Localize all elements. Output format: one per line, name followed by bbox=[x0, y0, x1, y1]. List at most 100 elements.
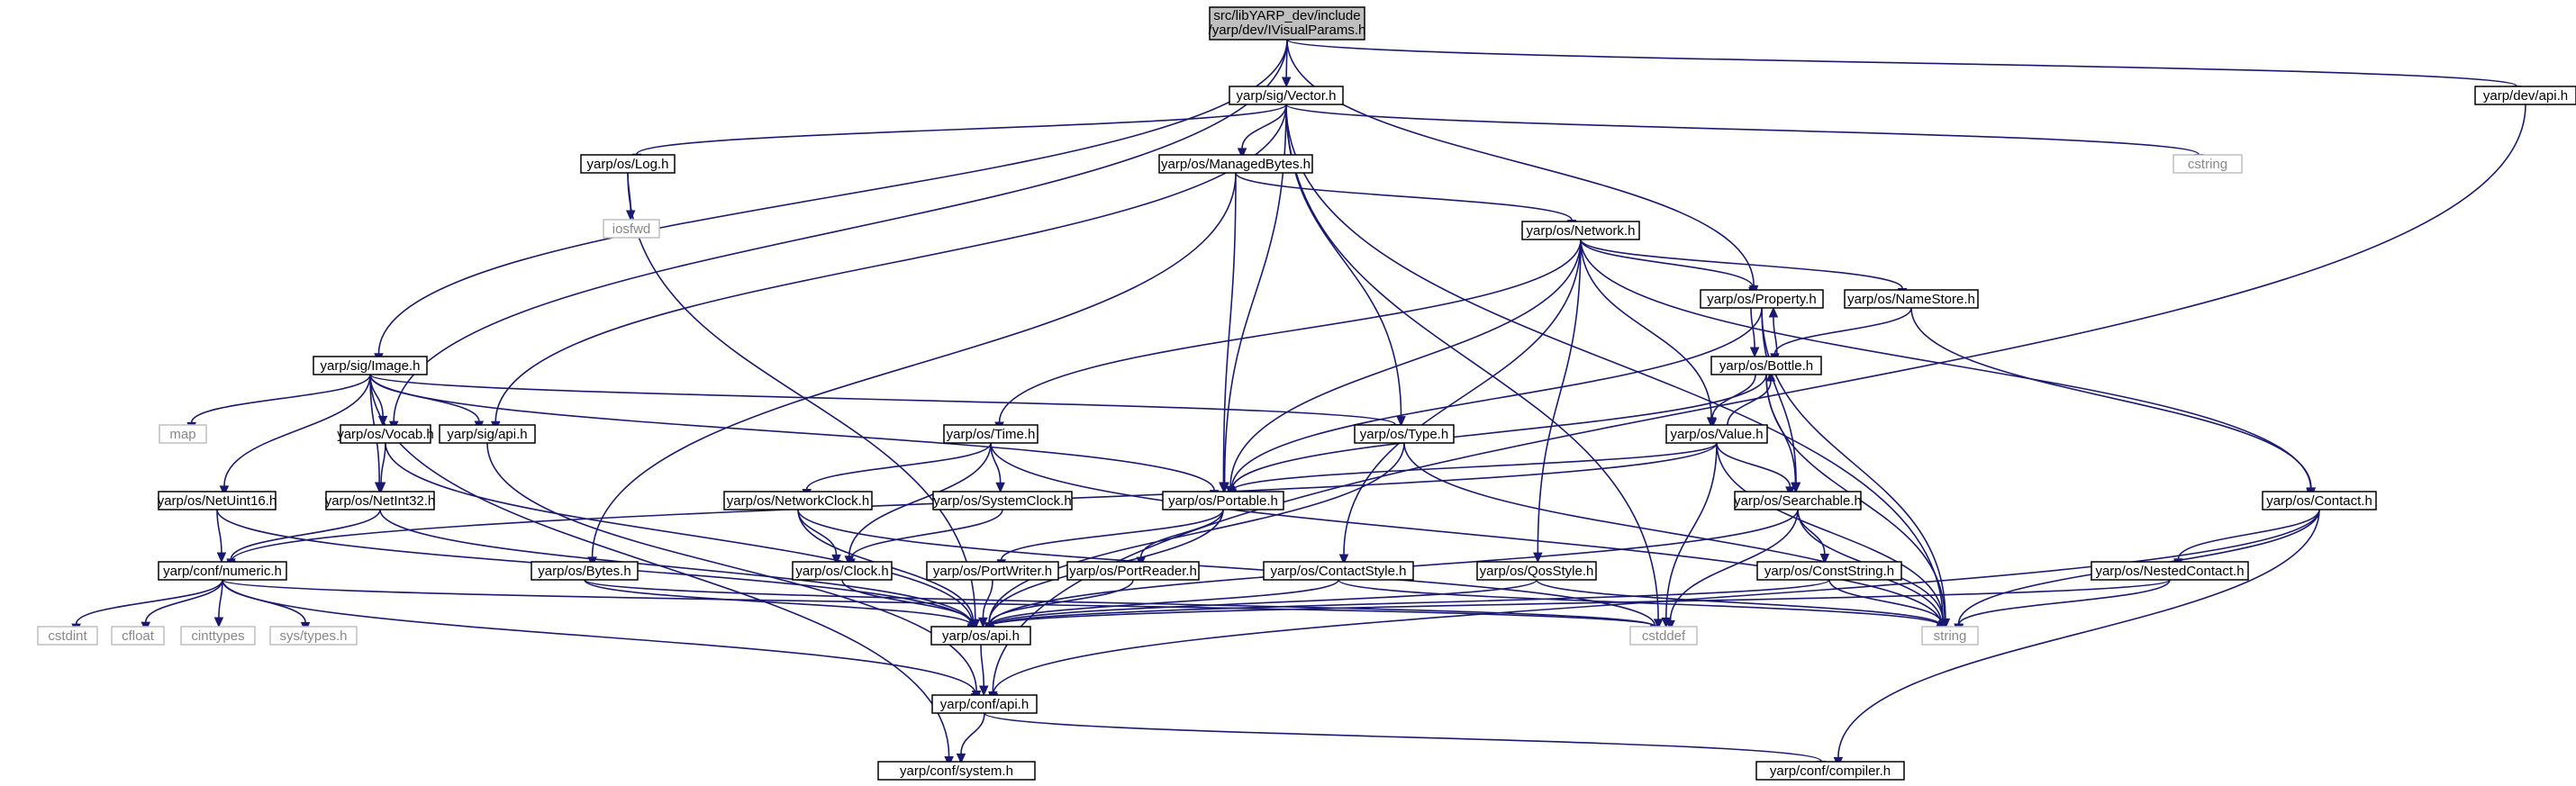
node-nestedcontact[interactable]: yarp/os/NestedContact.h bbox=[2091, 561, 2249, 581]
node-label-image: yarp/sig/Image.h bbox=[321, 358, 421, 374]
node-label-netint32: yarp/os/NetInt32.h bbox=[325, 493, 436, 509]
edge-image-to-type bbox=[369, 374, 1396, 426]
edge-portable-to-portwriter bbox=[1000, 509, 1224, 561]
node-confapi[interactable]: yarp/conf/api.h bbox=[931, 694, 1038, 714]
node-box-network bbox=[1521, 221, 1640, 240]
edge-network-to-value bbox=[1580, 239, 1712, 418]
node-netuint16[interactable]: yarp/os/NetUint16.h bbox=[158, 491, 277, 510]
edge-bottle-to-portable bbox=[1230, 374, 1767, 490]
node-box-vocab bbox=[340, 424, 431, 444]
node-cstring: cstring bbox=[2172, 154, 2243, 174]
node-property[interactable]: yarp/os/Property.h bbox=[1700, 289, 1824, 309]
node-box-sigapi bbox=[439, 424, 536, 444]
node-box-image bbox=[313, 356, 428, 375]
node-network[interactable]: yarp/os/Network.h bbox=[1521, 221, 1640, 240]
node-vocab[interactable]: yarp/os/Vocab.h bbox=[337, 424, 434, 444]
node-box-map bbox=[159, 424, 207, 444]
node-sigapi[interactable]: yarp/sig/api.h bbox=[439, 424, 536, 444]
node-box-cinttypes bbox=[180, 626, 256, 646]
node-system[interactable]: yarp/conf/system.h bbox=[877, 761, 1036, 781]
edge-contact-to-compiler bbox=[1837, 509, 2320, 758]
edge-contactstyle-to-string bbox=[1338, 579, 1942, 627]
node-box-devapi bbox=[2474, 86, 2576, 105]
edge-arrowhead-time-to-systemclock bbox=[995, 482, 1005, 493]
edge-type-to-osapi bbox=[988, 442, 1405, 624]
node-systemclock[interactable]: yarp/os/SystemClock.h bbox=[932, 491, 1073, 510]
node-managedbytes[interactable]: yarp/os/ManagedBytes.h bbox=[1158, 154, 1313, 174]
node-label-namestore: yarp/os/NameStore.h bbox=[1847, 292, 1975, 307]
edge-netuint16-to-numeric bbox=[216, 509, 222, 554]
edge-root-to-vocab bbox=[393, 39, 1288, 422]
edge-network-to-qosstyle bbox=[1537, 239, 1582, 554]
node-box-searchable bbox=[1734, 491, 1862, 510]
edge-arrowhead-vector-to-managedbytes bbox=[1237, 148, 1247, 159]
node-bytes[interactable]: yarp/os/Bytes.h bbox=[531, 561, 639, 581]
edge-arrowhead-value-to-bottle bbox=[1765, 370, 1776, 382]
edge-network-to-property bbox=[1580, 239, 1755, 288]
edge-numeric-to-cfloat bbox=[144, 579, 223, 623]
node-label-portwriter: yarp/os/PortWriter.h bbox=[933, 564, 1052, 579]
node-label-devapi: yarp/dev/api.h bbox=[2483, 88, 2568, 104]
node-namestore[interactable]: yarp/os/NameStore.h bbox=[1844, 289, 1979, 309]
edge-vocab-to-osapi bbox=[385, 442, 974, 625]
edge-conststring-to-string bbox=[1828, 579, 1943, 624]
node-box-cstring bbox=[2172, 154, 2243, 174]
node-label-time: yarp/os/Time.h bbox=[947, 427, 1036, 442]
node-log[interactable]: yarp/os/Log.h bbox=[580, 154, 676, 174]
node-searchable[interactable]: yarp/os/Searchable.h bbox=[1734, 491, 1862, 510]
node-root[interactable]: src/libYARP_dev/include/yarp/dev/IVisual… bbox=[1209, 6, 1366, 41]
node-box-contactstyle bbox=[1263, 561, 1414, 581]
node-box-conststring bbox=[1756, 561, 1902, 581]
node-box-namestore bbox=[1844, 289, 1979, 309]
node-numeric[interactable]: yarp/conf/numeric.h bbox=[158, 561, 287, 581]
root-label-line1: src/libYARP_dev/include bbox=[1213, 8, 1360, 23]
node-box-system bbox=[877, 761, 1036, 781]
node-qosstyle[interactable]: yarp/os/QosStyle.h bbox=[1476, 561, 1597, 581]
edge-netint32-to-numeric bbox=[230, 509, 381, 560]
node-label-property: yarp/os/Property.h bbox=[1707, 292, 1816, 307]
node-portable[interactable]: yarp/os/Portable.h bbox=[1162, 491, 1284, 510]
node-box-compiler bbox=[1755, 761, 1905, 781]
node-time[interactable]: yarp/os/Time.h bbox=[943, 424, 1039, 444]
node-box-value bbox=[1665, 424, 1768, 444]
node-bottle[interactable]: yarp/os/Bottle.h bbox=[1710, 356, 1822, 375]
edge-arrowhead-root-to-vector bbox=[1281, 77, 1292, 88]
node-image[interactable]: yarp/sig/Image.h bbox=[313, 356, 428, 375]
edge-image-to-map bbox=[190, 374, 371, 423]
edge-vocab-to-netint32 bbox=[380, 442, 386, 483]
node-string: string bbox=[1921, 626, 1979, 646]
node-netint32[interactable]: yarp/os/NetInt32.h bbox=[325, 491, 436, 510]
node-label-numeric: yarp/conf/numeric.h bbox=[163, 564, 282, 579]
node-devapi[interactable]: yarp/dev/api.h bbox=[2474, 86, 2576, 105]
node-box-clock bbox=[792, 561, 893, 581]
edge-arrowhead-searchable-to-conststring bbox=[1819, 553, 1830, 565]
node-portwriter[interactable]: yarp/os/PortWriter.h bbox=[926, 561, 1059, 581]
node-box-systypes bbox=[269, 626, 358, 646]
edge-vector-to-cstddef bbox=[1285, 104, 1659, 619]
node-box-portreader bbox=[1066, 561, 1200, 581]
node-portreader[interactable]: yarp/os/PortReader.h bbox=[1066, 561, 1200, 581]
node-contact[interactable]: yarp/os/Contact.h bbox=[2262, 491, 2377, 510]
edge-value-to-bottle bbox=[1727, 381, 1772, 426]
node-conststring[interactable]: yarp/os/ConstString.h bbox=[1756, 561, 1902, 581]
edge-networkclock-to-clock bbox=[797, 509, 838, 556]
edge-arrowhead-property-to-bottle bbox=[1749, 347, 1760, 358]
edge-contact-to-nestedcontact bbox=[2177, 509, 2320, 559]
node-contactstyle[interactable]: yarp/os/ContactStyle.h bbox=[1263, 561, 1414, 581]
node-osapi[interactable]: yarp/os/api.h bbox=[930, 626, 1031, 646]
node-label-bottle: yarp/os/Bottle.h bbox=[1719, 358, 1813, 374]
node-compiler[interactable]: yarp/conf/compiler.h bbox=[1755, 761, 1905, 781]
node-label-cstring: cstring bbox=[2188, 157, 2227, 172]
node-box-cfloat bbox=[111, 626, 165, 646]
node-networkclock[interactable]: yarp/os/NetworkClock.h bbox=[723, 491, 873, 510]
edge-osapi-to-confapi bbox=[980, 644, 985, 687]
node-value[interactable]: yarp/os/Value.h bbox=[1665, 424, 1768, 444]
node-vector[interactable]: yarp/sig/Vector.h bbox=[1229, 86, 1344, 105]
node-systypes: sys/types.h bbox=[269, 626, 358, 646]
node-label-portable: yarp/os/Portable.h bbox=[1168, 493, 1278, 509]
node-clock[interactable]: yarp/os/Clock.h bbox=[792, 561, 893, 581]
edge-managedbytes-to-network bbox=[1235, 172, 1573, 221]
node-box-numeric bbox=[158, 561, 287, 581]
node-type[interactable]: yarp/os/Type.h bbox=[1354, 424, 1455, 444]
node-label-vector: yarp/sig/Vector.h bbox=[1237, 88, 1337, 104]
